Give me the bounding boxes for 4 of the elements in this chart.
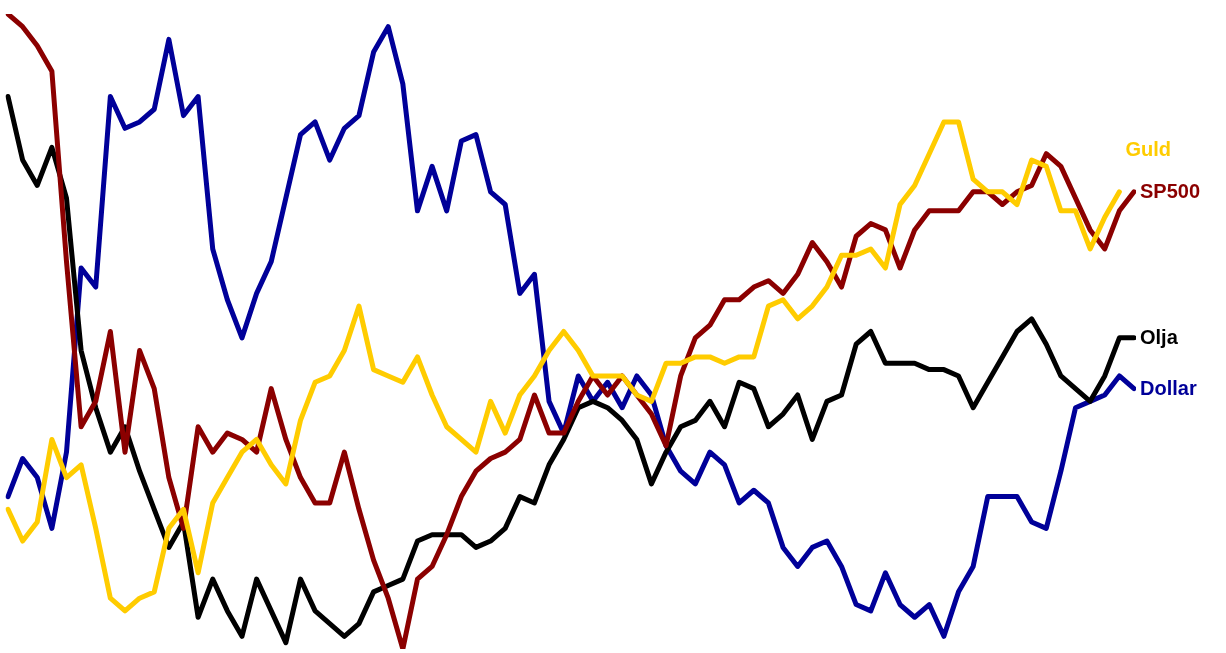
series-label: Guld [1125, 138, 1171, 161]
series-label: Dollar [1140, 377, 1197, 400]
series-label: SP500 [1140, 180, 1201, 203]
series-label: Olja [1140, 326, 1179, 349]
